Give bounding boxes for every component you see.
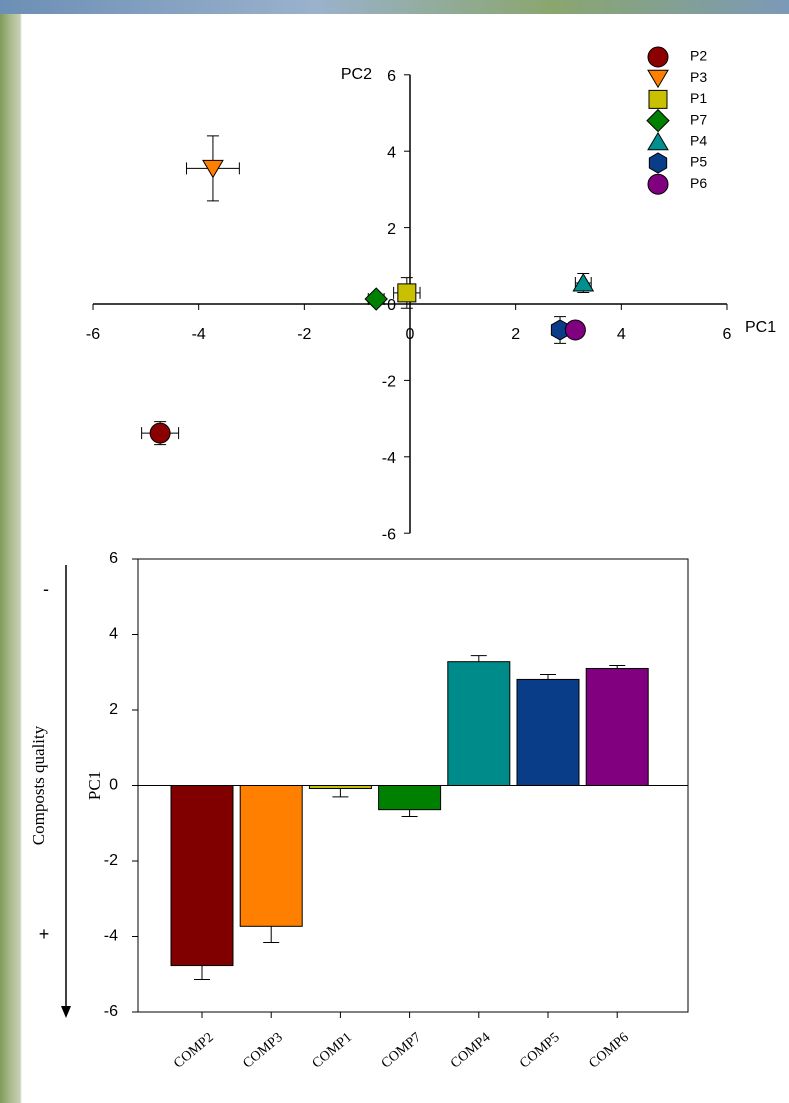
y-tick-label: -6 xyxy=(382,526,396,543)
bar-chart: -6 -4 -2 0 2 4 6 PC1 COMP2 COMP3 COMP1 COMP7 COMP4 CO… xyxy=(29,550,688,1071)
legend-marker xyxy=(649,90,667,108)
y-tick-label: 2 xyxy=(109,701,118,718)
legend-marker xyxy=(647,110,669,132)
y-tick-label: 6 xyxy=(109,550,118,567)
x-tick-label: COMP3 xyxy=(240,1030,285,1072)
error-bar xyxy=(263,926,279,942)
legend-label: P2 xyxy=(690,48,707,64)
y-tick-label: 0 xyxy=(109,777,118,794)
x-tick-label: COMP6 xyxy=(586,1030,631,1072)
marker xyxy=(565,320,585,340)
error-bar xyxy=(540,675,556,680)
y-tick-label: -4 xyxy=(104,928,118,945)
legend-marker xyxy=(648,47,668,67)
page: {"chart_data": [ {"type": "scatter", "x_… xyxy=(0,0,789,1103)
x-tick-label: COMP2 xyxy=(171,1030,216,1072)
x-tick-label: 0 xyxy=(406,326,415,343)
legend-label: P7 xyxy=(690,111,707,127)
error-bar xyxy=(471,656,487,662)
y-tick-label: 4 xyxy=(387,144,396,161)
bar xyxy=(309,786,371,789)
error-bar xyxy=(332,789,348,797)
quality-top: - xyxy=(43,579,49,599)
marker xyxy=(365,288,387,310)
x-tick-label: 2 xyxy=(511,326,520,343)
x-tick-label: COMP1 xyxy=(310,1030,355,1072)
y-tick-label: 6 xyxy=(387,68,396,85)
x-tick-label: 4 xyxy=(617,326,626,343)
legend-marker xyxy=(648,174,668,194)
x-tick-label: 6 xyxy=(723,326,732,343)
y-tick-label: -2 xyxy=(382,374,396,391)
y-tick-label: 4 xyxy=(109,626,118,643)
marker xyxy=(398,284,416,302)
x-tick-label: -4 xyxy=(192,326,206,343)
error-bar xyxy=(402,810,418,817)
quality-bottom: + xyxy=(39,924,50,944)
bar xyxy=(240,786,302,927)
y-tick-label: 0 xyxy=(387,297,396,314)
legend-label: P1 xyxy=(690,90,707,106)
legend-marker xyxy=(648,70,668,87)
legend-marker xyxy=(649,153,666,173)
x-tick-label: COMP7 xyxy=(379,1030,424,1072)
marker xyxy=(150,423,170,443)
bar xyxy=(171,786,233,966)
error-bar xyxy=(194,966,210,980)
y-axis-label: PC1 xyxy=(85,771,104,800)
y-tick-label: -2 xyxy=(104,852,118,869)
quality-label: Composts quality xyxy=(29,725,48,845)
y-tick-label: -4 xyxy=(382,450,396,467)
legend-marker xyxy=(648,133,668,150)
legend-label: P5 xyxy=(690,154,707,170)
y-tick-label: 2 xyxy=(387,221,396,238)
bar xyxy=(448,662,510,786)
x-tick-label: -2 xyxy=(297,326,311,343)
x-tick-label: COMP4 xyxy=(448,1030,493,1072)
x-tick-label: COMP5 xyxy=(517,1030,562,1072)
figure: -6-4-20246-6-4-20246PC1PC2P2P3P1P7P4P5P6… xyxy=(0,0,789,1103)
legend-label: P4 xyxy=(690,133,707,149)
legend-label: P6 xyxy=(690,175,707,191)
legend-label: P3 xyxy=(690,69,707,85)
x-tick-label: -6 xyxy=(86,326,100,343)
quality-arrowhead xyxy=(61,1006,71,1018)
y-tick-label: -6 xyxy=(104,1003,118,1020)
y-axis-label: PC2 xyxy=(341,66,372,83)
bar xyxy=(379,786,441,810)
bar xyxy=(517,679,579,785)
scatter-chart: -6 -4 -2 0 2 4 6 -6 -4 -2 0 2 4 6 PC1 PC2 P2 P3 P1 P7 P4 P5 P6 xyxy=(86,47,776,543)
bar xyxy=(586,668,648,785)
x-axis-label: PC1 xyxy=(745,319,776,336)
